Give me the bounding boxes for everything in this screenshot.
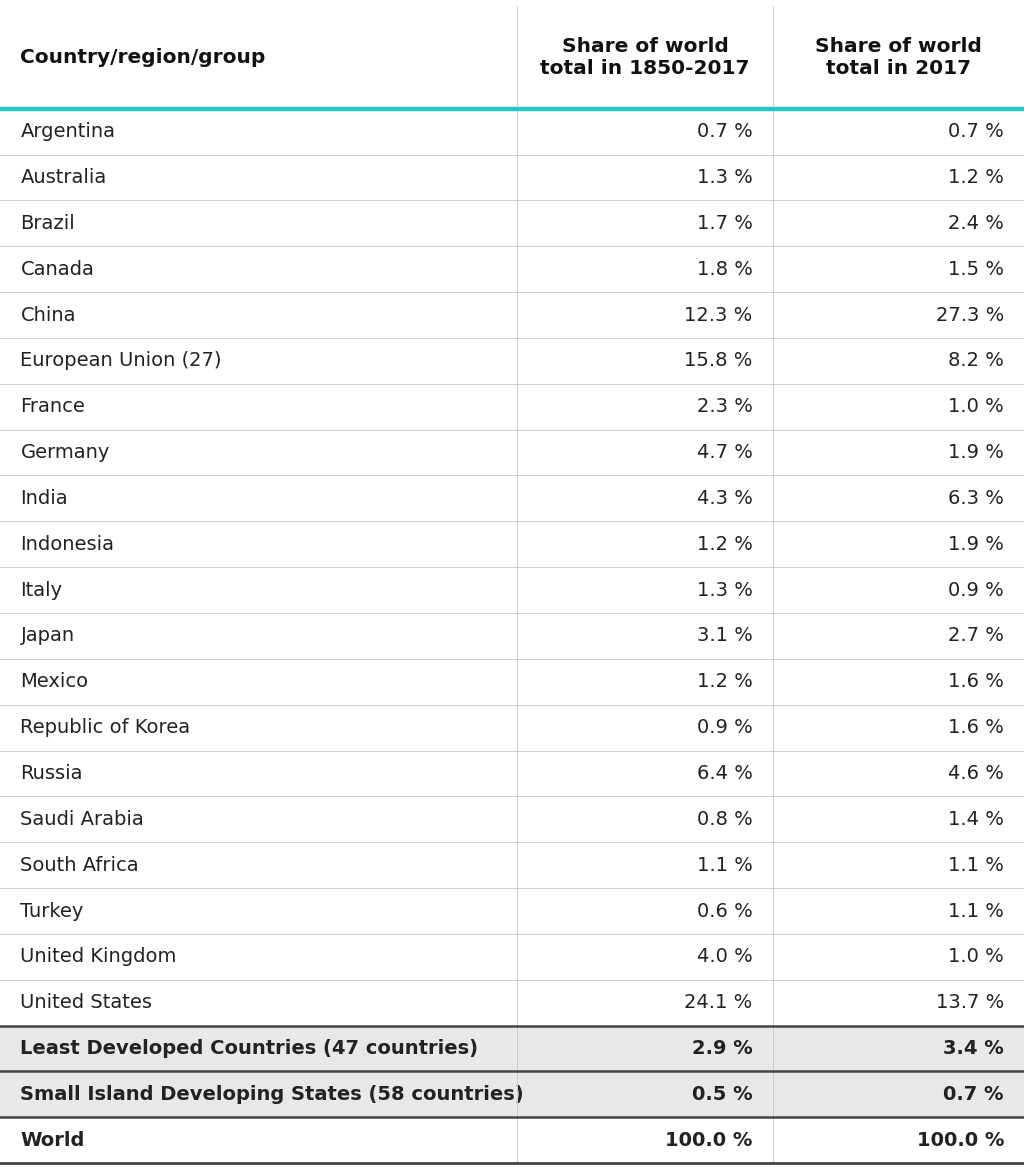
FancyBboxPatch shape (0, 6, 1024, 109)
Text: 2.7 %: 2.7 % (948, 627, 1004, 645)
Text: 1.0 %: 1.0 % (948, 947, 1004, 967)
Text: United States: United States (20, 994, 153, 1012)
Bar (0, 476, 1024, 521)
Text: Small Island Developing States (58 countries): Small Island Developing States (58 count… (20, 1085, 524, 1104)
Text: Least Developed Countries (47 countries): Least Developed Countries (47 countries) (20, 1039, 478, 1058)
Bar (0, 430, 1024, 476)
Text: 15.8 %: 15.8 % (684, 352, 753, 371)
Text: 1.1 %: 1.1 % (948, 856, 1004, 874)
Text: 1.3 %: 1.3 % (696, 581, 753, 600)
Text: 1.2 %: 1.2 % (948, 168, 1004, 187)
Text: 2.4 %: 2.4 % (948, 214, 1004, 233)
Text: 1.2 %: 1.2 % (696, 672, 753, 691)
Text: 0.8 %: 0.8 % (697, 810, 753, 829)
Text: 4.6 %: 4.6 % (948, 765, 1004, 783)
Text: 0.9 %: 0.9 % (697, 718, 753, 738)
Bar (0, 613, 1024, 659)
Text: South Africa: South Africa (20, 856, 139, 874)
Text: 100.0 %: 100.0 % (916, 1130, 1004, 1150)
Text: Japan: Japan (20, 627, 75, 645)
Text: European Union (27): European Union (27) (20, 352, 222, 371)
Text: 0.6 %: 0.6 % (697, 901, 753, 920)
Bar (0, 292, 1024, 338)
Text: Russia: Russia (20, 765, 83, 783)
Text: Italy: Italy (20, 581, 62, 600)
Text: 1.0 %: 1.0 % (948, 397, 1004, 416)
Text: 6.4 %: 6.4 % (696, 765, 753, 783)
Text: 4.3 %: 4.3 % (696, 489, 753, 507)
Text: Country/region/group: Country/region/group (20, 48, 266, 67)
Text: Share of world
total in 1850-2017: Share of world total in 1850-2017 (541, 36, 750, 78)
Text: 1.6 %: 1.6 % (948, 672, 1004, 691)
Text: Argentina: Argentina (20, 122, 116, 141)
Text: 1.3 %: 1.3 % (696, 168, 753, 187)
Bar (0, 109, 1024, 154)
Text: 27.3 %: 27.3 % (936, 305, 1004, 325)
Bar (0, 521, 1024, 567)
Text: Saudi Arabia: Saudi Arabia (20, 810, 144, 829)
Bar (0, 1118, 1024, 1163)
Text: 0.7 %: 0.7 % (697, 122, 753, 141)
Text: 1.8 %: 1.8 % (696, 260, 753, 278)
Text: France: France (20, 397, 85, 416)
Text: 0.5 %: 0.5 % (692, 1085, 753, 1104)
Bar (0, 1025, 1024, 1072)
Text: 1.4 %: 1.4 % (948, 810, 1004, 829)
Text: Brazil: Brazil (20, 214, 75, 233)
Text: 3.4 %: 3.4 % (943, 1039, 1004, 1058)
Text: 0.7 %: 0.7 % (943, 1085, 1004, 1104)
Text: 1.5 %: 1.5 % (948, 260, 1004, 278)
Bar (0, 338, 1024, 383)
Bar (0, 842, 1024, 888)
Text: 1.1 %: 1.1 % (948, 901, 1004, 920)
Text: 2.9 %: 2.9 % (692, 1039, 753, 1058)
Text: 4.0 %: 4.0 % (697, 947, 753, 967)
Text: 1.9 %: 1.9 % (948, 443, 1004, 462)
Text: India: India (20, 489, 69, 507)
Bar (0, 383, 1024, 430)
Text: China: China (20, 305, 76, 325)
Text: 100.0 %: 100.0 % (666, 1130, 753, 1150)
Text: Turkey: Turkey (20, 901, 84, 920)
Text: Canada: Canada (20, 260, 94, 278)
Text: 1.6 %: 1.6 % (948, 718, 1004, 738)
Text: Mexico: Mexico (20, 672, 89, 691)
Text: 13.7 %: 13.7 % (936, 994, 1004, 1012)
Bar (0, 200, 1024, 247)
Text: 1.9 %: 1.9 % (948, 534, 1004, 554)
Bar (0, 154, 1024, 200)
Bar (0, 659, 1024, 705)
Text: 8.2 %: 8.2 % (948, 352, 1004, 371)
Text: 0.9 %: 0.9 % (948, 581, 1004, 600)
Text: 24.1 %: 24.1 % (684, 994, 753, 1012)
Bar (0, 750, 1024, 796)
Bar (0, 796, 1024, 842)
Text: 1.2 %: 1.2 % (696, 534, 753, 554)
Text: 4.7 %: 4.7 % (696, 443, 753, 462)
Text: 1.7 %: 1.7 % (696, 214, 753, 233)
Text: 3.1 %: 3.1 % (696, 627, 753, 645)
Bar (0, 980, 1024, 1025)
Text: 2.3 %: 2.3 % (696, 397, 753, 416)
Bar (0, 247, 1024, 292)
Text: United Kingdom: United Kingdom (20, 947, 177, 967)
Text: 6.3 %: 6.3 % (948, 489, 1004, 507)
Bar (0, 888, 1024, 934)
Text: 1.1 %: 1.1 % (696, 856, 753, 874)
Text: Australia: Australia (20, 168, 106, 187)
Text: Share of world
total in 2017: Share of world total in 2017 (815, 36, 982, 78)
Text: Germany: Germany (20, 443, 110, 462)
Text: 0.7 %: 0.7 % (948, 122, 1004, 141)
Bar (0, 934, 1024, 980)
Text: 12.3 %: 12.3 % (684, 305, 753, 325)
Bar (0, 1072, 1024, 1118)
Text: Republic of Korea: Republic of Korea (20, 718, 190, 738)
Text: Indonesia: Indonesia (20, 534, 115, 554)
Bar (0, 567, 1024, 613)
Text: World: World (20, 1130, 85, 1150)
Bar (0, 705, 1024, 750)
